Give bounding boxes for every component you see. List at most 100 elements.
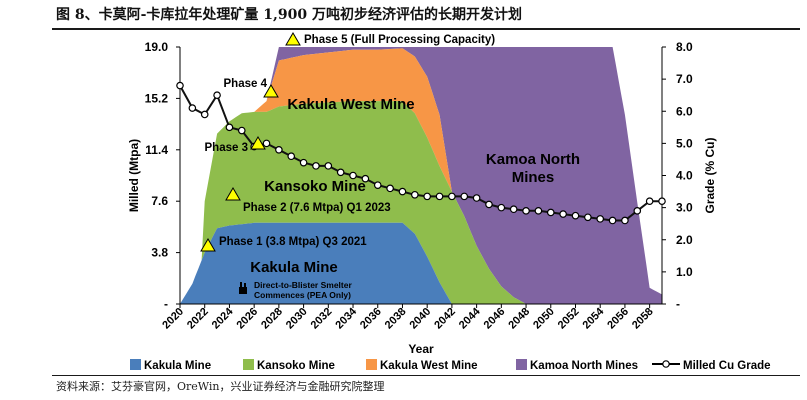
grade-point — [373, 181, 382, 189]
grade-point — [411, 190, 419, 199]
factory-icon — [239, 287, 247, 294]
x-tick-label: 2022 — [185, 306, 211, 332]
phase-label: Phase 4 — [224, 78, 268, 90]
right-tick-label: 5.0 — [676, 136, 693, 150]
x-tick-label: 2054 — [581, 305, 607, 331]
x-tick-label: 2024 — [210, 305, 236, 331]
right-tick-label: 8.0 — [676, 40, 693, 54]
legend-kansoko-mine: Kansoko Mine — [257, 360, 335, 372]
phase-marker-icon — [200, 238, 216, 252]
x-tick-label: 2046 — [482, 306, 508, 332]
x-tick-label: 2044 — [457, 305, 483, 331]
left-tick-label: 7.6 — [151, 194, 168, 208]
phase-label: Phase 1 (3.8 Mtpa) Q3 2021 — [219, 236, 367, 248]
right-tick-label: - — [676, 297, 680, 311]
x-tick-label: 2056 — [605, 306, 631, 332]
grade-point — [645, 197, 654, 206]
phase-marker-icon — [285, 32, 301, 46]
grade-point — [435, 192, 444, 201]
right-tick-label: 4.0 — [676, 169, 693, 183]
grade-point — [584, 213, 592, 222]
production-chart: - 3.8 7.6 11.4 15.2 19.0 - 1.0 2.0 3.0 4.0 5.0 6.0 7.… — [127, 32, 771, 372]
grade-point — [658, 197, 666, 206]
grade-point — [262, 139, 271, 148]
grade-point — [472, 194, 481, 202]
grade-point — [621, 216, 629, 225]
grade-point — [546, 208, 555, 217]
left-axis-title: Milled (Mtpa) — [127, 139, 141, 212]
x-tick-label: 2050 — [531, 306, 557, 332]
grade-point — [608, 216, 617, 225]
area-kakula-mine — [180, 222, 662, 304]
source-rule — [52, 375, 800, 376]
grade-point — [386, 184, 394, 193]
grade-point — [559, 210, 567, 218]
grade-point — [571, 211, 580, 220]
grade-point — [497, 203, 506, 212]
grade-point — [423, 192, 431, 201]
label-kakula-west-mine: Kakula West Mine — [287, 96, 414, 113]
left-tick-label: 15.2 — [145, 91, 169, 105]
x-tick-label: 2032 — [309, 306, 335, 332]
x-tick-label: 2036 — [358, 306, 384, 332]
grade-point — [188, 104, 197, 112]
x-tick-label: 2058 — [630, 306, 656, 332]
x-tick-label: 2038 — [383, 306, 409, 332]
right-tick-label: 1.0 — [676, 265, 693, 279]
legend-milled-cu-grade: Milled Cu Grade — [683, 360, 771, 372]
grade-point — [312, 162, 320, 170]
label-kansoko-mine: Kansoko Mine — [264, 178, 366, 195]
grade-point — [509, 205, 518, 214]
grade-point — [361, 174, 370, 183]
factory-chimney — [240, 282, 242, 287]
legend-kakula-mine-swatch — [130, 359, 141, 370]
x-tick-label: 2034 — [333, 305, 359, 331]
x-tick-label: 2042 — [432, 306, 458, 332]
grade-point — [633, 207, 642, 215]
area-kansoko-mine — [180, 101, 662, 304]
left-tick-label: 11.4 — [145, 143, 168, 157]
right-axis-title: Grade (% Cu) — [703, 137, 717, 213]
right-tick-label: 6.0 — [676, 104, 693, 118]
x-tick-label: 2030 — [284, 306, 310, 332]
legend-kamoa-north-mines: Kamoa North Mines — [530, 360, 638, 372]
grade-point — [299, 158, 308, 167]
phase-marker-icon — [263, 84, 279, 98]
smelter-note-line2: Commences (PEA Only) — [254, 290, 351, 300]
label-kamoa-north-line1: Kamoa North — [486, 151, 580, 168]
title-rule — [52, 28, 800, 30]
area-kamoa-north-mines — [180, 47, 662, 304]
label-kamoa-north-line2: Mines — [512, 169, 555, 186]
grade-point — [596, 215, 605, 223]
x-tick-label: 2048 — [506, 306, 532, 332]
x-tick-label: 2028 — [259, 306, 285, 332]
figure-title: 图 8、卡莫阿-卡库拉年处理矿量 1,900 万吨初步经济评估的长期开发计划 — [56, 7, 523, 23]
grade-point — [534, 207, 543, 215]
label-kakula-mine: Kakula Mine — [250, 259, 338, 276]
x-axis-title: Year — [408, 342, 434, 356]
phase-label: Phase 3 — [205, 142, 248, 154]
right-tick-label: 7.0 — [676, 72, 693, 86]
right-tick-label: 3.0 — [676, 201, 693, 215]
phase-label: Phase 5 (Full Processing Capacity) — [304, 34, 495, 46]
grade-point — [448, 192, 456, 201]
area-kakula-west-mine — [180, 48, 662, 305]
grade-point — [176, 81, 184, 90]
legend-kansoko-mine-swatch — [243, 359, 254, 370]
left-tick-label: - — [164, 297, 168, 311]
grade-point — [225, 123, 234, 132]
left-tick-label: 19.0 — [145, 40, 169, 54]
phase-label: Phase 2 (7.6 Mtpa) Q1 2023 — [243, 202, 391, 214]
legend-grade-marker — [662, 360, 670, 368]
right-tick-label: 2.0 — [676, 233, 693, 247]
x-tick-label: 2026 — [234, 306, 260, 332]
grade-point — [398, 187, 407, 196]
grade-point — [275, 146, 283, 154]
grade-point — [213, 91, 221, 99]
left-tick-label: 3.8 — [151, 246, 168, 260]
legend-kakula-west-mine: Kakula West Mine — [380, 360, 478, 372]
grade-point — [485, 200, 493, 209]
source-note: 资料来源：艾芬豪官网，OreWin，兴业证券经济与金融研究院整理 — [56, 380, 385, 393]
smelter-note-line1: Direct-to-Blister Smelter — [254, 280, 352, 290]
legend-kakula-west-mine-swatch — [366, 359, 377, 370]
